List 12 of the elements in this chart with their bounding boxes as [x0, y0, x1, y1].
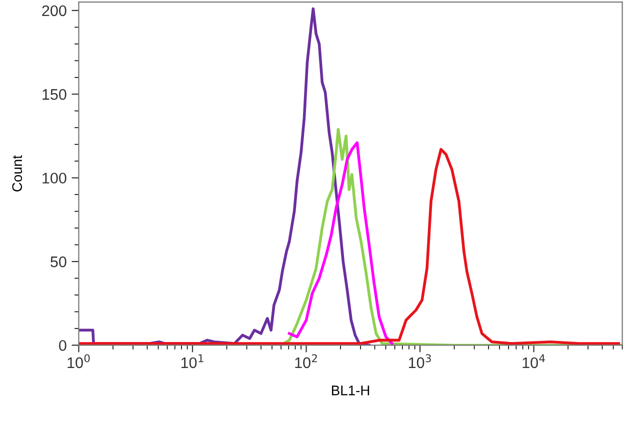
x-tick-label: 10$^{4}$	[522, 354, 545, 368]
x-tick-label: 10$^{2}$	[295, 354, 317, 368]
y-tick-label: 150	[42, 89, 66, 100]
y-tick-label: 100	[42, 172, 66, 184]
x-axis-title: BL1-H	[332, 386, 370, 396]
x-tick-label: 10$^{0}$	[68, 354, 90, 368]
y-axis-title: Count	[12, 155, 22, 192]
y-tick-label: 200	[42, 5, 66, 16]
x-tick-label: 10$^{1}$	[181, 354, 204, 368]
x-tick-label: 10$^{3}$	[408, 354, 431, 368]
y-tick-label: 0	[59, 340, 66, 351]
y-tick-label: 50	[50, 256, 66, 268]
